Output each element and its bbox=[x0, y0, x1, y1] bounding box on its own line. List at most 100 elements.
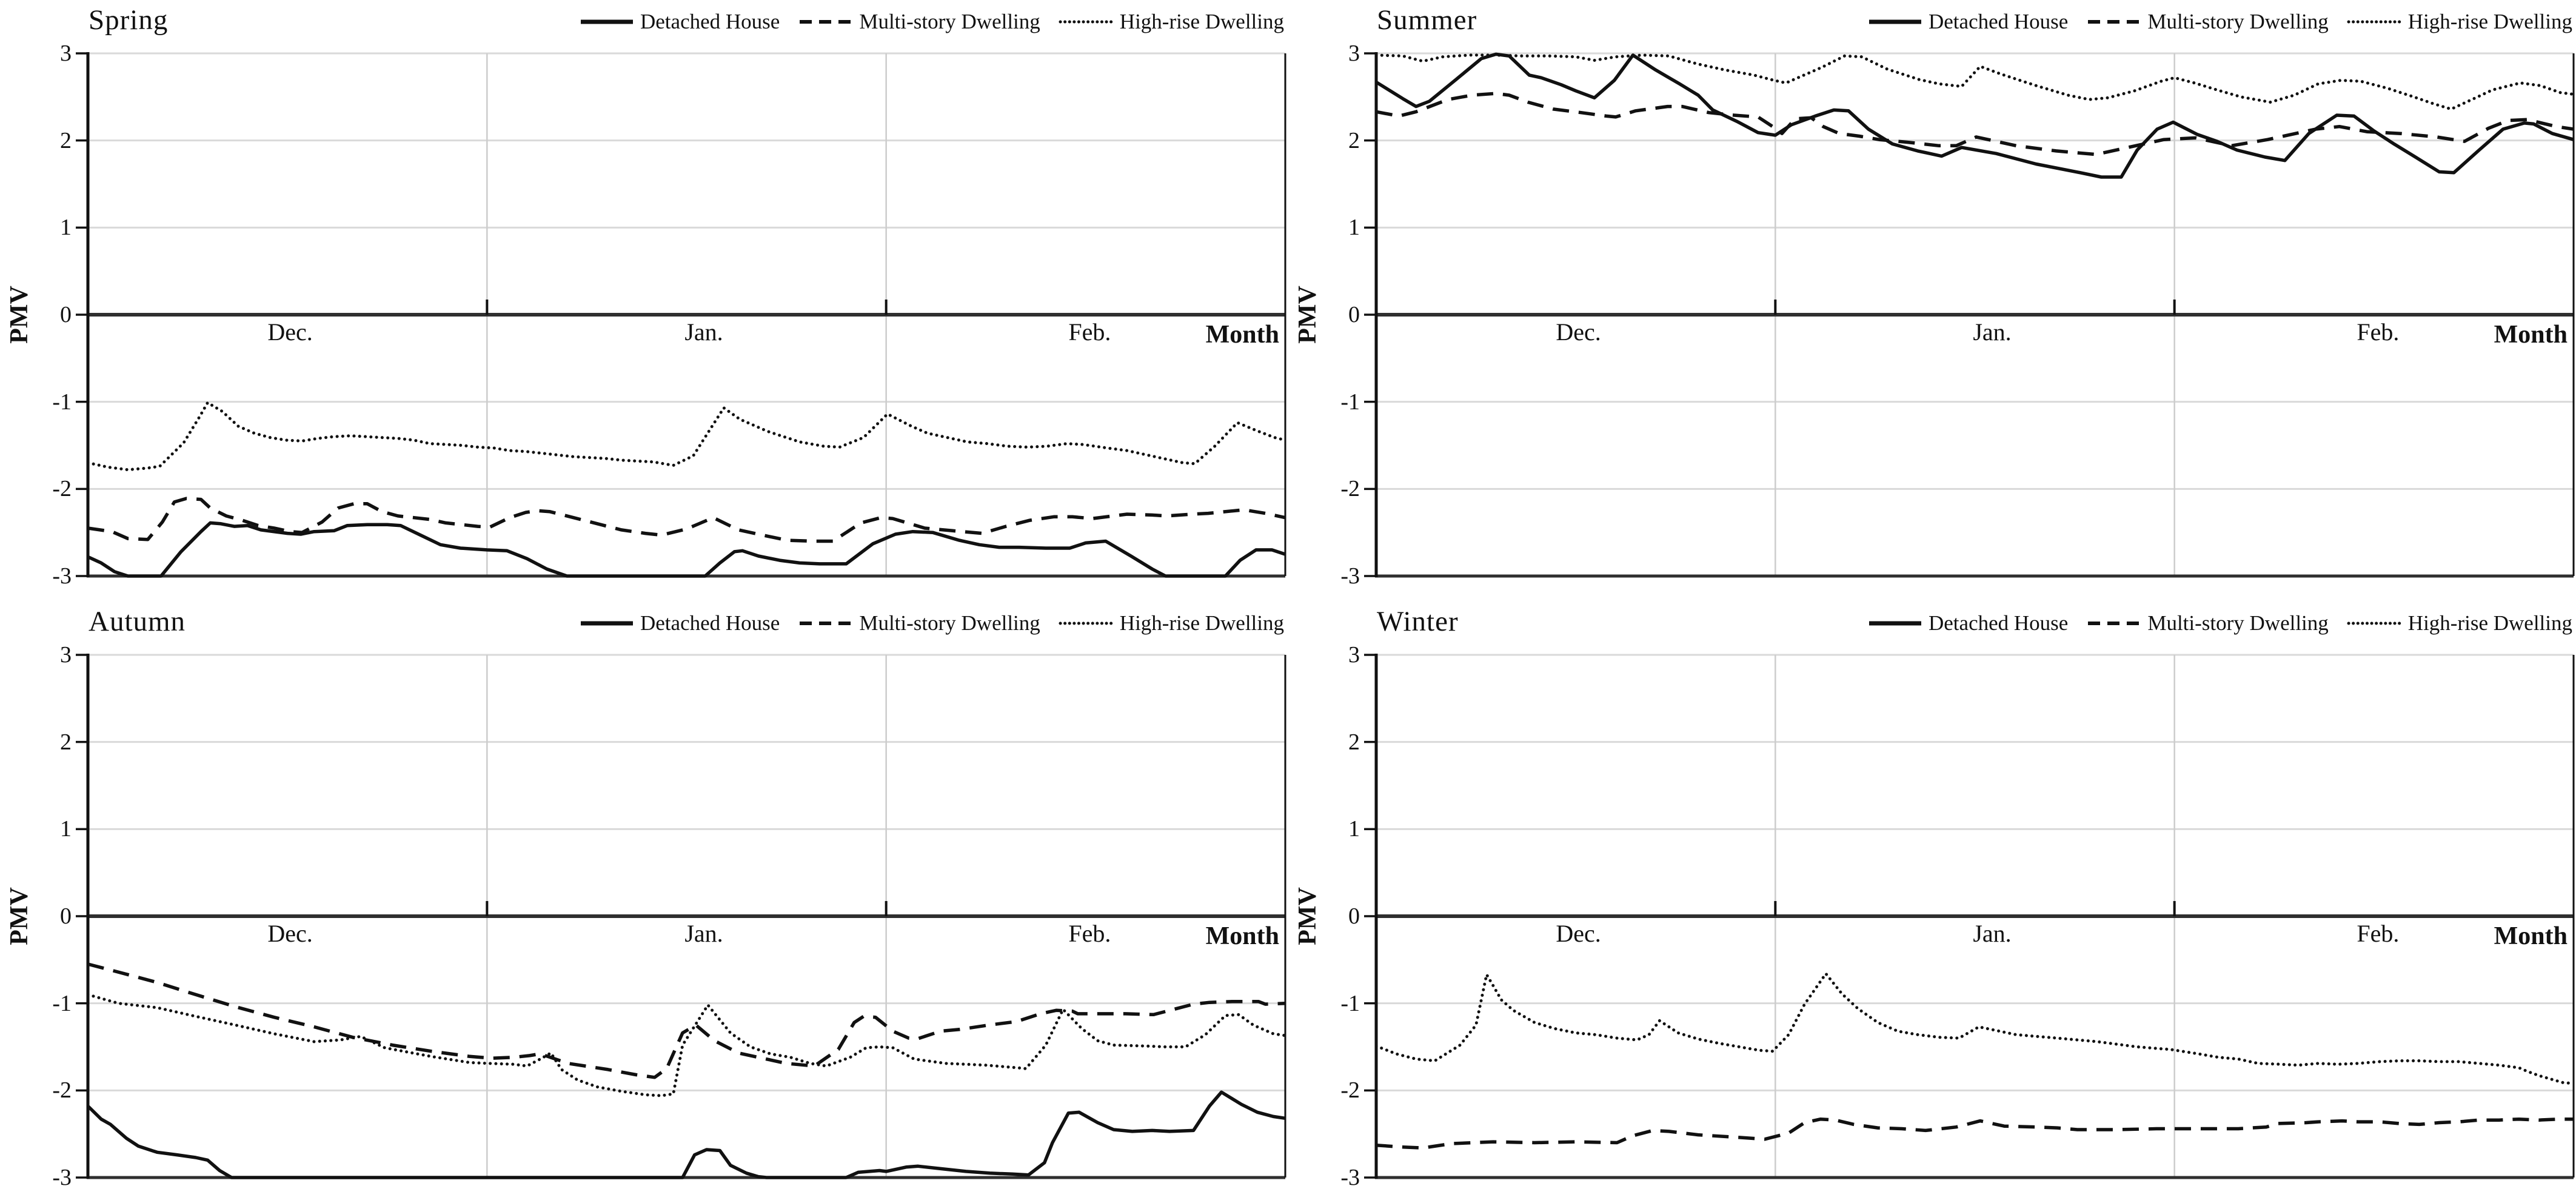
legend-item-dashed: Multi-story Dwelling bbox=[798, 10, 1040, 34]
y-axis-title: PMV bbox=[5, 286, 33, 344]
panel-title: Winter bbox=[1377, 606, 1459, 637]
legend-dotted-line-icon bbox=[2347, 20, 2403, 24]
panel-title: Summer bbox=[1377, 4, 1477, 36]
y-tick-label: 2 bbox=[1348, 729, 1360, 755]
y-tick-label: -3 bbox=[52, 1165, 72, 1190]
legend-solid-line-icon bbox=[1869, 621, 1921, 626]
panel-winter: Winter Detached House Multi-story Dwelling… bbox=[1288, 602, 2576, 1203]
legend: Detached House Multi-story Dwelling High-r… bbox=[579, 611, 1284, 635]
series-line-solid bbox=[87, 1090, 1286, 1179]
legend-dashed-line-icon bbox=[2088, 20, 2141, 24]
month-label: Dec. bbox=[1556, 920, 1601, 947]
chart-area bbox=[1364, 52, 2575, 578]
month-label: Feb. bbox=[2357, 318, 2400, 346]
series-line-solid bbox=[1375, 52, 2574, 179]
series-line-dashed bbox=[1376, 1117, 2574, 1150]
series-line-dashed bbox=[87, 962, 1286, 1079]
y-tick-label: -1 bbox=[1340, 990, 1360, 1016]
month-label: Feb. bbox=[2357, 920, 2400, 947]
series-line-dotted bbox=[1374, 53, 2575, 111]
legend-label: High-rise Dwelling bbox=[1119, 611, 1284, 635]
legend-dashed-line-icon bbox=[800, 20, 852, 24]
legend-item-dotted: High-rise Dwelling bbox=[2347, 10, 2572, 34]
month-label: Dec. bbox=[267, 920, 313, 947]
legend-label: Multi-story Dwelling bbox=[2147, 10, 2329, 33]
y-tick-label: -1 bbox=[1340, 389, 1360, 415]
month-label: Jan. bbox=[1973, 318, 2012, 346]
y-tick-label: 1 bbox=[1348, 816, 1360, 842]
legend-item-dotted: High-rise Dwelling bbox=[1059, 611, 1284, 635]
y-tick-label: 3 bbox=[1348, 41, 1360, 66]
chart-area bbox=[76, 52, 1287, 578]
series-line-dotted bbox=[1374, 972, 2575, 1085]
legend-label: Multi-story Dwelling bbox=[859, 611, 1040, 635]
panel-title: Spring bbox=[89, 4, 169, 36]
y-tick-label: 3 bbox=[60, 642, 72, 668]
month-label: Feb. bbox=[1068, 920, 1111, 947]
panel-autumn: Autumn Detached House Multi-story Dwelling… bbox=[0, 602, 1288, 1203]
month-label: Dec. bbox=[267, 318, 313, 346]
legend-item-solid: Detached House bbox=[579, 611, 780, 635]
legend-solid-line-icon bbox=[581, 621, 633, 626]
legend-label: High-rise Dwelling bbox=[1119, 10, 1284, 33]
legend-item-dotted: High-rise Dwelling bbox=[2347, 611, 2572, 635]
legend-dashed-line-icon bbox=[2088, 622, 2141, 625]
y-tick-label: 2 bbox=[1348, 127, 1360, 153]
month-label: Feb. bbox=[1068, 318, 1111, 346]
month-label: Dec. bbox=[1556, 318, 1601, 346]
legend-solid-line-icon bbox=[1869, 19, 1921, 24]
legend-item-dashed: Multi-story Dwelling bbox=[2086, 10, 2329, 34]
legend-item-dashed: Multi-story Dwelling bbox=[2086, 611, 2329, 635]
y-tick-label: 0 bbox=[1348, 903, 1360, 929]
x-axis-title: Month bbox=[1205, 321, 1279, 349]
y-axis-title: PMV bbox=[5, 887, 33, 945]
y-tick-label: 0 bbox=[60, 302, 72, 327]
y-tick-label: -3 bbox=[1340, 563, 1360, 589]
x-axis-title: Month bbox=[2494, 922, 2568, 950]
chart-area bbox=[76, 654, 1287, 1179]
x-axis-title: Month bbox=[2494, 321, 2568, 349]
legend-item-solid: Detached House bbox=[1867, 10, 2068, 34]
y-tick-label: 2 bbox=[60, 127, 72, 153]
y-tick-label: 2 bbox=[60, 729, 72, 755]
series-line-dotted bbox=[86, 401, 1287, 472]
y-tick-label: 3 bbox=[1348, 642, 1360, 668]
month-label: Jan. bbox=[1973, 920, 2012, 947]
y-tick-label: 0 bbox=[1348, 302, 1360, 327]
legend: Detached House Multi-story Dwelling High-r… bbox=[1867, 611, 2572, 635]
legend: Detached House Multi-story Dwelling High-r… bbox=[1867, 10, 2572, 34]
legend-label: Detached House bbox=[1929, 10, 2069, 33]
y-tick-label: -3 bbox=[1340, 1165, 1360, 1190]
y-tick-label: 3 bbox=[60, 41, 72, 66]
legend-item-solid: Detached House bbox=[1867, 611, 2068, 635]
chart-area bbox=[1364, 654, 2575, 1179]
legend-dotted-line-icon bbox=[2347, 622, 2403, 625]
y-tick-label: -3 bbox=[52, 563, 72, 589]
y-tick-label: 0 bbox=[60, 903, 72, 929]
legend-dotted-line-icon bbox=[1059, 622, 1114, 625]
month-label: Jan. bbox=[684, 920, 723, 947]
legend-label: Multi-story Dwelling bbox=[859, 10, 1040, 33]
legend-label: High-rise Dwelling bbox=[2407, 10, 2572, 33]
series-line-dashed bbox=[87, 497, 1286, 543]
panel-summer: Summer Detached House Multi-story Dwelling… bbox=[1288, 0, 2576, 602]
series-line-dotted bbox=[86, 993, 1287, 1097]
legend-label: Detached House bbox=[640, 611, 780, 635]
legend-label: Detached House bbox=[1929, 611, 2069, 635]
legend-item-dotted: High-rise Dwelling bbox=[1059, 10, 1284, 34]
series-line-solid bbox=[87, 521, 1286, 578]
panel-title: Autumn bbox=[89, 606, 186, 637]
y-tick-label: -2 bbox=[52, 1077, 72, 1104]
x-axis-title: Month bbox=[1205, 922, 1279, 950]
y-tick-label: 1 bbox=[60, 215, 72, 241]
y-tick-label: -1 bbox=[52, 990, 72, 1016]
y-axis-title: PMV bbox=[1294, 887, 1322, 945]
series-line-dashed bbox=[1376, 92, 2574, 156]
y-tick-label: -2 bbox=[52, 476, 72, 502]
legend-solid-line-icon bbox=[581, 19, 633, 24]
y-tick-label: -2 bbox=[1340, 1077, 1360, 1104]
y-tick-label: -2 bbox=[1340, 476, 1360, 502]
y-tick-label: -1 bbox=[52, 389, 72, 415]
y-tick-label: 1 bbox=[60, 816, 72, 842]
